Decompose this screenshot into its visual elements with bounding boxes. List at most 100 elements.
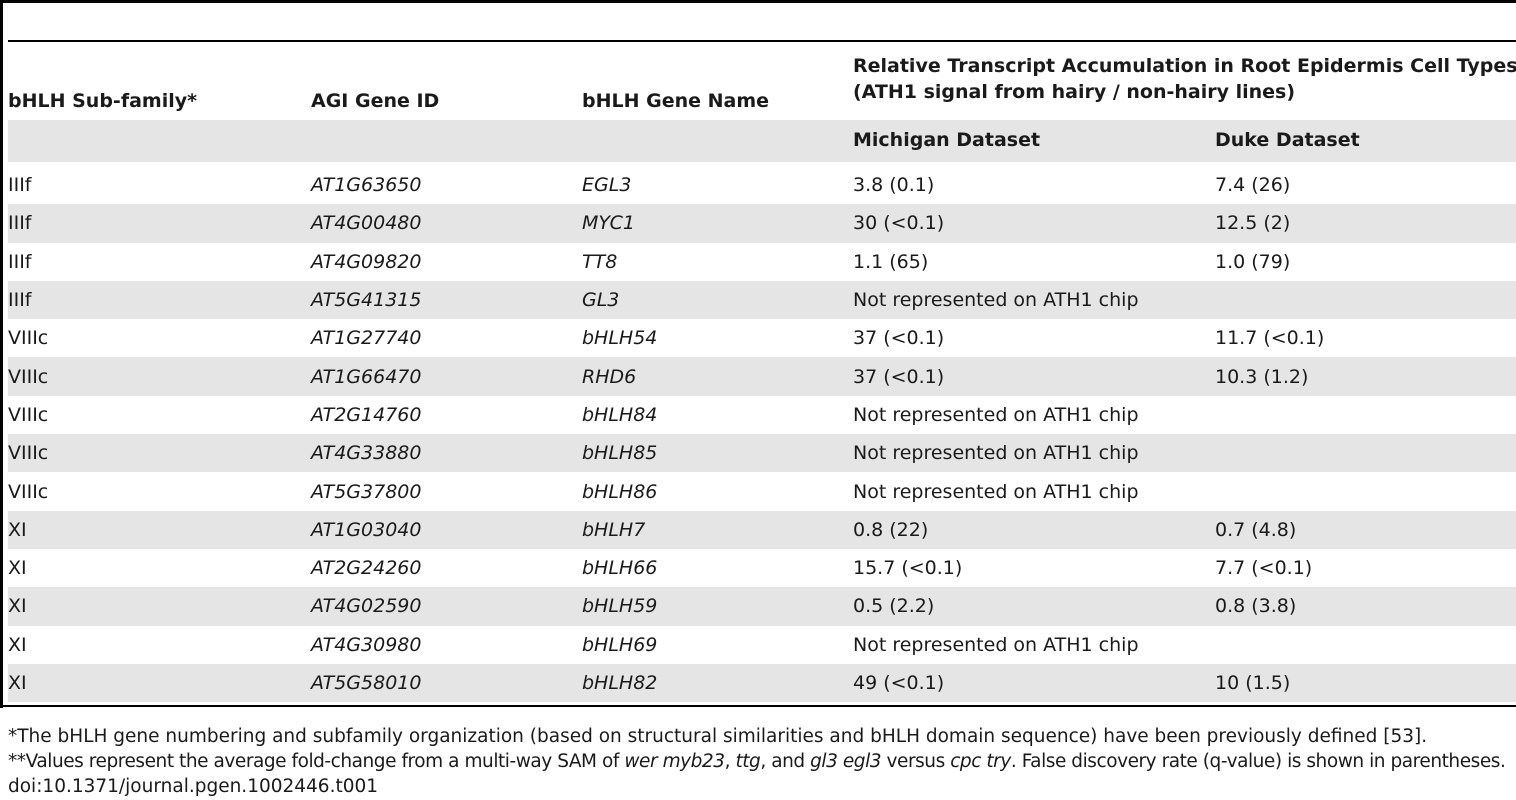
cell-subfamily: VIIIc [8,403,49,426]
table-left-border [0,0,3,708]
cell-agi: AT4G09820 [311,250,422,273]
cell-subfamily: XI [8,557,27,580]
cell-duke: 7.4 (26) [1215,174,1291,197]
cell-subfamily: VIIIc [8,434,311,473]
table-row: VIIIc AT4G33880 bHLH85 Not represented on A… [8,434,1516,473]
data-table: IIIf AT1G63650 EGL3 3.8 (0.1) 7.4 (26) IIIf A… [8,166,1516,703]
table-top-rule [0,0,1516,3]
cell-duke [1215,472,1516,510]
header-gene-name: bHLH Gene Name [582,90,770,112]
footnote-values: **Values represent the average fold-chan… [8,751,1506,772]
doi-text: doi:10.1371/journal.pgen.1002446.t001 [8,776,379,797]
cell-agi: AT2G24260 [311,557,422,580]
cell-agi: AT4G33880 [311,434,582,473]
cell-gene: bHLH84 [582,403,658,426]
cell-michigan: Not represented on ATH1 chip [853,434,1215,473]
cell-subfamily: VIIIc [8,327,49,350]
cell-subfamily: VIIIc [8,357,311,396]
cell-subfamily: IIIf [8,280,311,320]
cell-subfamily: IIIf [8,204,311,243]
table-row: VIIIc AT5G37800 bHLH86 Not represented on A… [8,472,1516,510]
table-row: VIIIc AT1G27740 bHLH54 37 (<0.1) 11.7 (<0.1) [8,319,1516,357]
header-subfamily: bHLH Sub-family* [8,90,198,112]
cell-duke: 12.5 (2) [1215,204,1516,243]
header-relative-line1: Relative Transcript Accumulation in Root… [853,55,1516,77]
table-row: XI AT5G58010 bHLH82 49 (<0.1) 10 (1.5) [8,663,1516,703]
cell-duke: 1.0 (79) [1215,250,1291,273]
cell-duke: 0.7 (4.8) [1215,510,1516,549]
cell-agi: AT5G58010 [311,663,582,703]
table-row: XI AT2G24260 bHLH66 15.7 (<0.1) 7.7 (<0.1) [8,549,1516,587]
table-row: IIIf AT4G09820 TT8 1.1 (65) 1.0 (79) [8,243,1516,281]
cell-agi: AT1G27740 [311,327,422,350]
cell-agi: AT1G63650 [311,174,422,197]
cell-duke: 11.7 (<0.1) [1215,327,1325,350]
table-row: XI AT4G02590 bHLH59 0.5 (2.2) 0.8 (3.8) [8,587,1516,626]
table-row: IIIf AT1G63650 EGL3 3.8 (0.1) 7.4 (26) [8,166,1516,204]
footnote-numbering: *The bHLH gene numbering and subfamily o… [8,726,1428,747]
table-row: IIIf AT4G00480 MYC1 30 (<0.1) 12.5 (2) [8,204,1516,243]
cell-subfamily: XI [8,510,311,549]
cell-duke: 10.3 (1.2) [1215,357,1516,396]
cell-agi: AT1G66470 [311,357,582,396]
table-row: IIIf AT5G41315 GL3 Not represented on ATH1 … [8,280,1516,320]
cell-gene: bHLH54 [582,327,658,350]
cell-agi: AT1G03040 [311,510,582,549]
cell-michigan: 37 (<0.1) [853,357,1215,396]
cell-michigan: 1.1 (65) [853,250,929,273]
cell-subfamily: XI [8,587,311,626]
cell-michigan: 30 (<0.1) [853,204,1215,243]
cell-michigan: Not represented on ATH1 chip [853,280,1215,320]
cell-gene: TT8 [582,250,618,273]
cell-gene: MYC1 [582,204,853,243]
cell-agi: AT5G41315 [311,280,582,320]
table-row: VIIIc AT2G14760 bHLH84 Not represented on A… [8,396,1516,434]
header-relative-line2: (ATH1 signal from hairy / non-hairy line… [853,81,1296,103]
cell-gene: EGL3 [582,174,632,197]
cell-michigan: 3.8 (0.1) [853,174,935,197]
table-row: VIIIc AT1G66470 RHD6 37 (<0.1) 10.3 (1.2) [8,357,1516,396]
cell-michigan: 0.5 (2.2) [853,587,1215,626]
cell-agi: AT5G37800 [311,480,422,503]
header-michigan: Michigan Dataset [853,129,1041,151]
header-rule [8,40,1516,42]
header-agi: AGI Gene ID [311,90,440,112]
cell-duke: 10 (1.5) [1215,663,1516,703]
cell-subfamily: XI [8,633,27,656]
cell-agi: AT4G02590 [311,587,582,626]
cell-gene: bHLH69 [582,633,658,656]
cell-gene: GL3 [582,280,853,320]
cell-gene: bHLH66 [582,557,658,580]
cell-gene: bHLH7 [582,510,853,549]
subheader-band [8,120,1516,162]
cell-michigan: 15.7 (<0.1) [853,557,963,580]
table-bottom-rule [0,705,1516,707]
cell-subfamily: VIIIc [8,480,49,503]
cell-gene: bHLH82 [582,663,853,703]
cell-gene: bHLH86 [582,480,658,503]
table-row: XI AT4G30980 bHLH69 Not represented on ATH1… [8,626,1516,664]
cell-gene: bHLH59 [582,587,853,626]
cell-duke: 0.8 (3.8) [1215,587,1516,626]
cell-michigan: Not represented on ATH1 chip [853,480,1139,503]
header-duke: Duke Dataset [1215,129,1360,151]
cell-duke [1215,280,1516,320]
cell-michigan: Not represented on ATH1 chip [853,403,1139,426]
table-row: XI AT1G03040 bHLH7 0.8 (22) 0.7 (4.8) [8,510,1516,549]
cell-michigan: 49 (<0.1) [853,663,1215,703]
cell-subfamily: IIIf [8,250,32,273]
cell-duke [1215,396,1516,434]
cell-michigan: 37 (<0.1) [853,327,945,350]
cell-agi: AT2G14760 [311,403,422,426]
cell-subfamily: IIIf [8,174,32,197]
cell-michigan: Not represented on ATH1 chip [853,633,1139,656]
cell-duke [1215,434,1516,473]
cell-agi: AT4G30980 [311,633,422,656]
cell-subfamily: XI [8,663,311,703]
cell-gene: bHLH85 [582,434,853,473]
cell-duke [1215,626,1516,664]
cell-agi: AT4G00480 [311,204,582,243]
cell-gene: RHD6 [582,357,853,396]
cell-michigan: 0.8 (22) [853,510,1215,549]
cell-duke: 7.7 (<0.1) [1215,557,1313,580]
